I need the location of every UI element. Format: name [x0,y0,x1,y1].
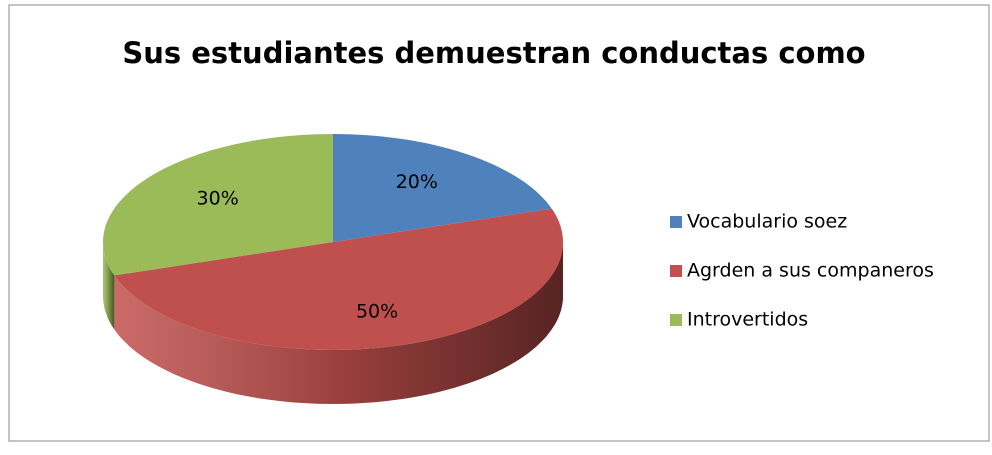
slice-side-shade [103,242,115,330]
slice [333,134,552,242]
data-label: 20% [396,171,438,193]
data-label: 50% [356,300,398,322]
legend-swatch [670,314,682,326]
data-label: 30% [197,187,239,209]
legend-swatch [670,216,682,228]
chart-title: Sus estudiantes demuestran conductas com… [122,36,865,70]
slice [114,208,564,350]
legend-swatch [670,265,682,277]
legend-label: Introvertidos [687,309,808,331]
slice-side-shade [114,242,564,404]
legend-label: Vocabulario soez [687,211,847,233]
slice [103,134,333,276]
legend-label: Agrden a sus companeros [687,260,934,282]
